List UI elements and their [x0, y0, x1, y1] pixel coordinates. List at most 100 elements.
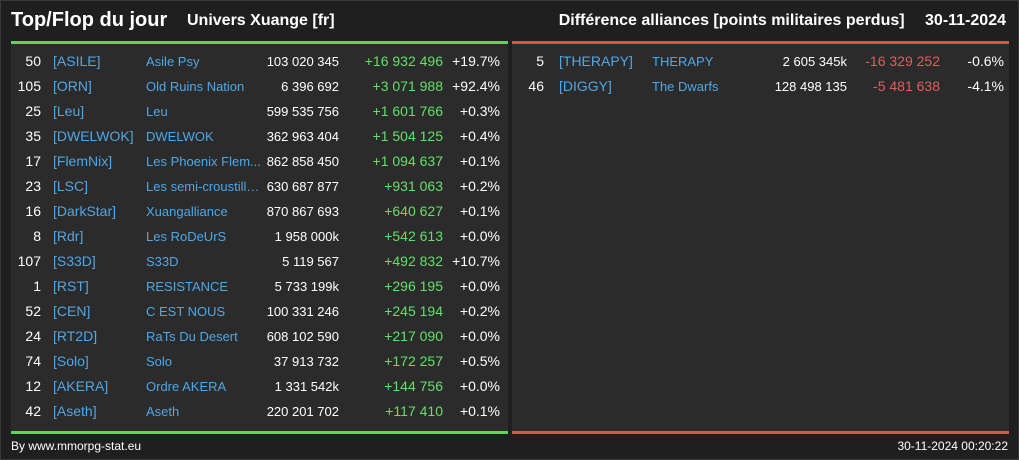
points-cell: 362 963 404 [266, 129, 339, 144]
alliance-name-link[interactable]: Aseth [146, 404, 180, 419]
rank-cell: 23 [25, 178, 41, 194]
alliance-tag-link[interactable]: [DarkStar] [53, 203, 117, 219]
top-row: 35 [DWELWOK] DWELWOK 362 963 404 +1 504 125 +… [11, 124, 508, 149]
alliance-name-link[interactable]: Solo [146, 354, 173, 369]
alliance-tag-link[interactable]: [AKERA] [53, 378, 109, 394]
rank-cell: 12 [25, 378, 41, 394]
points-cell: 128 498 135 [774, 79, 847, 94]
points-cell: 2 605 345k [782, 54, 847, 69]
diff-cell: -16 329 252 [865, 53, 940, 69]
top-row: 107 [S33D] S33D 5 119 567 +492 832 +10.7% [11, 249, 508, 274]
footer-timestamp: 30-11-2024 00:20:22 [897, 439, 1008, 453]
points-cell: 5 733 199k [274, 279, 339, 294]
diff-cell: +117 410 [385, 403, 443, 419]
points-cell: 220 201 702 [266, 404, 339, 419]
percent-cell: -0.6% [967, 53, 1004, 69]
alliance-name-link[interactable]: Ordre AKERA [146, 379, 227, 394]
alliance-tag-link[interactable]: [S33D] [53, 253, 96, 269]
alliance-name-link[interactable]: Xuangalliance [146, 204, 228, 219]
points-cell: 5 119 567 [282, 254, 339, 269]
alliance-tag-link[interactable]: [ORN] [53, 78, 92, 94]
diff-cell: +640 627 [384, 203, 443, 219]
header-right: Différence alliances [points militaires … [559, 12, 1006, 30]
diff-cell: +217 090 [384, 328, 443, 344]
top-list: 50 [ASILE] Asile Psy 103 020 345 +16 932 496… [11, 44, 508, 424]
alliance-name-link[interactable]: Leu [146, 104, 168, 119]
points-cell: 599 535 756 [266, 104, 339, 119]
alliance-tag-link[interactable]: [RT2D] [53, 328, 98, 344]
percent-cell: +0.0% [459, 228, 500, 244]
rank-cell: 17 [25, 153, 41, 169]
top-row: 8 [Rdr] Les RoDeUrS 1 958 000k +542 613 +0.0% [11, 224, 508, 249]
diff-cell: +245 194 [384, 303, 443, 319]
diff-cell: +1 601 766 [372, 103, 443, 119]
diff-cell: +172 257 [384, 353, 443, 369]
alliance-tag-link[interactable]: [THERAPY] [559, 53, 633, 69]
top-row: 74 [Solo] Solo 37 913 732 +172 257 +0.5% [11, 349, 508, 374]
top-row: 52 [CEN] C EST NOUS 100 331 246 +245 194 +0.2… [11, 299, 508, 324]
credit-link[interactable]: By www.mmorpg-stat.eu [11, 439, 142, 453]
alliance-tag-link[interactable]: [FlemNix] [53, 153, 113, 169]
alliance-name-link[interactable]: Asile Psy [146, 54, 200, 69]
percent-cell: +0.5% [459, 353, 500, 369]
diff-cell: +1 504 125 [372, 128, 443, 144]
alliance-tag-link[interactable]: [CEN] [53, 303, 91, 319]
points-cell: 870 867 693 [266, 204, 339, 219]
alliance-name-link[interactable]: Old Ruins Nation [146, 79, 245, 94]
top-row: 50 [ASILE] Asile Psy 103 020 345 +16 932 496… [11, 49, 508, 74]
top-row: 23 [LSC] Les semi-croustilla... 630 687 877… [11, 174, 508, 199]
points-cell: 37 913 732 [273, 354, 339, 369]
alliance-name-link[interactable]: RESISTANCE [146, 279, 229, 294]
diff-cell: +931 063 [384, 178, 443, 194]
rank-cell: 8 [33, 228, 41, 244]
percent-cell: +0.3% [459, 103, 500, 119]
points-cell: 103 020 345 [266, 54, 339, 69]
alliance-name-link[interactable]: DWELWOK [146, 129, 214, 144]
rank-cell: 35 [25, 128, 41, 144]
alliance-name-link[interactable]: Les semi-croustilla... [146, 179, 264, 194]
rank-cell: 24 [25, 328, 41, 344]
alliance-tag-link[interactable]: [Leu] [53, 103, 85, 119]
percent-cell: +0.1% [459, 203, 500, 219]
alliance-tag-link[interactable]: [Aseth] [53, 403, 97, 419]
points-cell: 6 396 692 [281, 79, 339, 94]
percent-cell: +0.4% [459, 128, 500, 144]
alliance-tag-link[interactable]: [DIGGY] [559, 78, 612, 94]
alliance-name-link[interactable]: Les RoDeUrS [146, 229, 227, 244]
flop-row: 5 [THERAPY] THERAPY 2 605 345k -16 329 252 -0… [512, 49, 1009, 74]
percent-cell: +0.1% [459, 403, 500, 419]
page-title: Top/Flop du jour [11, 9, 168, 31]
top-row: 16 [DarkStar] Xuangalliance 870 867 693 +640… [11, 199, 508, 224]
percent-cell: +10.7% [452, 253, 500, 269]
percent-cell: +0.0% [459, 278, 500, 294]
alliance-tag-link[interactable]: [ASILE] [53, 53, 101, 69]
alliance-name-link[interactable]: The Dwarfs [652, 79, 719, 94]
alliance-tag-link[interactable]: [Solo] [53, 353, 89, 369]
points-cell: 1 331 542k [274, 379, 339, 394]
alliance-name-link[interactable]: THERAPY [652, 54, 714, 69]
alliance-tag-link[interactable]: [RST] [53, 278, 89, 294]
diff-cell: +3 071 988 [372, 78, 443, 94]
alliance-name-link[interactable]: C EST NOUS [146, 304, 226, 319]
alliance-name-link[interactable]: RaTs Du Desert [146, 329, 238, 344]
flop-row: 46 [DIGGY] The Dwarfs 128 498 135 -5 481 638… [512, 74, 1009, 99]
alliance-name-link[interactable]: Les Phoenix Flem... [146, 154, 261, 169]
diff-cell: +144 756 [384, 378, 443, 394]
alliance-tag-link[interactable]: [LSC] [53, 178, 89, 194]
alliance-tag-link[interactable]: [DWELWOK] [53, 128, 134, 144]
top-row: 25 [Leu] Leu 599 535 756 +1 601 766 +0.3% [11, 99, 508, 124]
rank-cell: 25 [25, 103, 41, 119]
points-cell: 1 958 000k [274, 229, 339, 244]
percent-cell: -4.1% [967, 78, 1004, 94]
alliance-name-link[interactable]: S33D [146, 254, 179, 269]
percent-cell: +0.1% [459, 153, 500, 169]
universe-label: Univers Xuange [fr] [187, 12, 335, 29]
rank-cell: 52 [25, 303, 41, 319]
points-cell: 608 102 590 [266, 329, 339, 344]
alliance-tag-link[interactable]: [Rdr] [53, 228, 84, 244]
percent-cell: +0.0% [459, 328, 500, 344]
rank-cell: 74 [25, 353, 41, 369]
diff-cell: +16 932 496 [364, 53, 443, 69]
percent-cell: +19.7% [452, 53, 500, 69]
